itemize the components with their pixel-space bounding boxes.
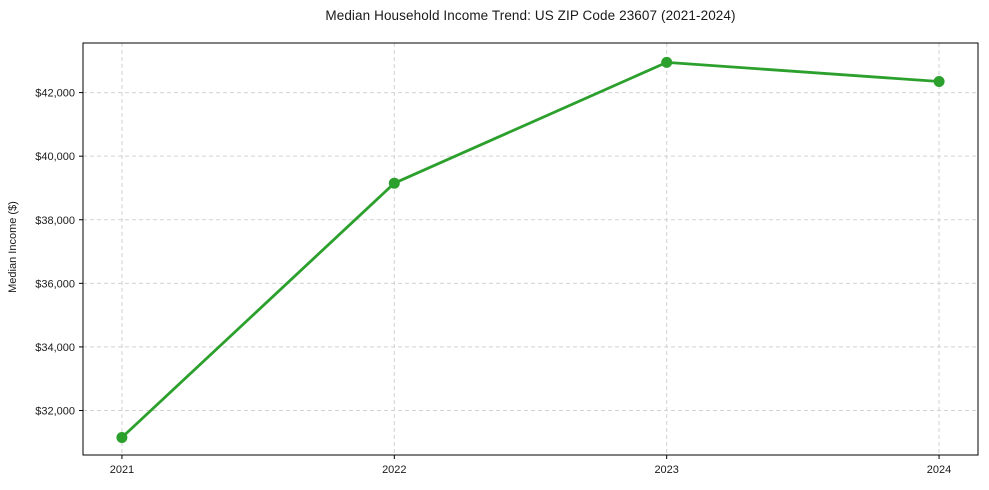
y-tick-label: $32,000: [35, 405, 75, 417]
data-point: [661, 56, 673, 68]
data-point: [388, 177, 400, 189]
axes-layer: $32,000 $34,000 $36,000 $38,000 $40,000 $42,0…: [35, 42, 979, 476]
series-layer: [116, 56, 945, 443]
x-tick-label: 2022: [382, 464, 406, 476]
y-tick-label: $34,000: [35, 342, 75, 354]
data-point: [933, 76, 945, 87]
chart-title: Median Household Income Trend: US ZIP Co…: [325, 8, 736, 23]
y-tick-label: $40,000: [35, 151, 75, 163]
y-axis-label: Median Income ($): [7, 201, 19, 293]
trend-line: [120, 61, 941, 439]
x-tick-label: 2021: [110, 464, 134, 476]
data-point: [116, 432, 128, 443]
x-tick-label: 2024: [927, 464, 951, 476]
plot-border: [82, 42, 979, 456]
y-tick-label: $36,000: [35, 278, 75, 290]
x-tick-label: 2023: [654, 464, 678, 476]
y-tick-label: $38,000: [35, 215, 75, 227]
gridlines-layer: [83, 43, 978, 455]
y-tick-label: $42,000: [35, 88, 75, 100]
